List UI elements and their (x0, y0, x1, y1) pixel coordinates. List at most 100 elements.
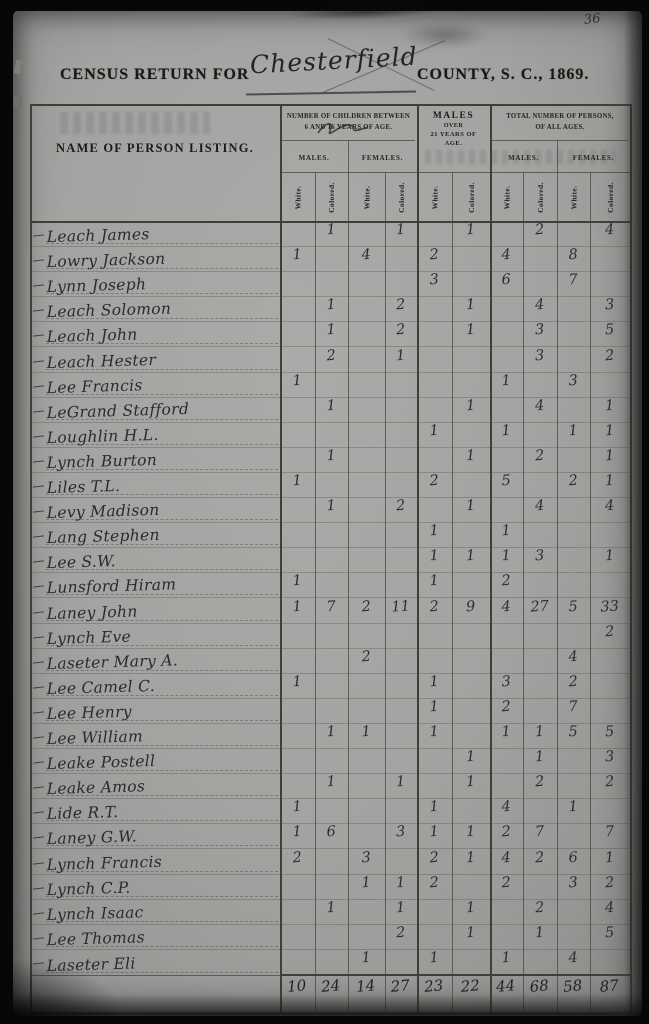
row-dash-icon (32, 962, 45, 965)
person-name: Lynch Francis (46, 852, 163, 874)
grid-vline (557, 140, 558, 1014)
person-name: Lee S.W. (46, 552, 117, 573)
cell-value: 4 (534, 497, 545, 515)
cell-value: 1 (292, 598, 303, 615)
row-dash-icon (32, 711, 45, 714)
person-name: Levy Madison (46, 501, 160, 523)
table-row: Levy Madison 1 2 1 4 4 (30, 497, 630, 524)
race-header-label: Colored. (327, 181, 336, 213)
cell-value: 3 (534, 322, 545, 339)
cell-value: 2 (361, 598, 372, 615)
table-row: Leach James 1 1 1 2 4 (30, 221, 630, 248)
person-name: Lynch Eve (46, 627, 132, 648)
cell-value: 1 (429, 799, 440, 816)
table-row: Leach Hester 2 1 3 2 (30, 347, 630, 373)
cell-value: 4 (568, 949, 579, 967)
cell-value: 7 (568, 271, 579, 289)
cell-value: 1 (429, 522, 440, 540)
row-dash-icon (32, 510, 45, 514)
cell-value: 7 (568, 698, 579, 716)
cell-value: 1 (465, 297, 476, 314)
males21-line2: OVER (443, 123, 464, 129)
grid-hline (280, 172, 630, 173)
cell-value: 2 (429, 874, 440, 891)
cell-value: 9 (465, 598, 476, 615)
cell-value: 1 (501, 522, 512, 540)
dotted-leader (46, 268, 278, 270)
column-header-name: NAME OF PERSON LISTING. (56, 140, 254, 155)
table-row: Lowry Jackson 1 4 2 4 8 (30, 246, 630, 273)
cell-value: 1 (501, 949, 512, 967)
cell-value: 1 (465, 221, 476, 239)
cell-value: 1 (501, 372, 512, 389)
person-name: Lynn Joseph (46, 275, 147, 297)
children-group-line1: NUMBER OF CHILDREN BETWEEN (286, 113, 411, 120)
cell-value: 2 (429, 849, 440, 866)
person-name: Lee Francis (46, 376, 143, 397)
total-value: 14 (355, 976, 376, 996)
column-group-males-over-21: MALES OVER 21 YEARS OF AGE. (419, 111, 488, 147)
grid-vline (280, 104, 282, 1014)
person-name: Lide R.T. (46, 803, 119, 824)
grid-vline (417, 104, 419, 1014)
cell-value: 11 (390, 597, 411, 616)
table-row: Leake Postell 1 1 3 (30, 748, 630, 775)
cell-value: 7 (534, 824, 545, 841)
dotted-leader (46, 343, 278, 345)
children-group-line2: 6 AND 16 YEARS OF AGE. (304, 123, 393, 131)
cell-value: 3 (501, 673, 512, 691)
cell-value: 4 (604, 497, 615, 515)
table-row: Lee Francis 1 1 3 (30, 372, 630, 398)
cell-value: 8 (568, 246, 579, 264)
cell-value: 3 (568, 874, 579, 891)
row-dash-icon (32, 610, 45, 614)
cell-value: 1 (292, 799, 303, 816)
cell-value: 1 (501, 548, 512, 565)
total-value: 87 (598, 976, 620, 996)
grid-hline (30, 104, 630, 107)
cell-value: 7 (604, 824, 615, 841)
table-row: Lynch C.P. 1 1 2 2 3 2 (30, 874, 630, 900)
dotted-leader (46, 644, 278, 646)
cell-value: 1 (604, 422, 615, 440)
cell-value: 1 (326, 221, 337, 239)
row-dash-icon (32, 636, 45, 639)
cell-value: 4 (534, 297, 545, 314)
census-title-prefix: CENSUS RETURN FOR (60, 66, 250, 83)
cell-value: 2 (501, 573, 512, 590)
cell-value: 1 (568, 799, 579, 816)
total-value: 27 (389, 976, 411, 996)
cell-value: 1 (292, 246, 303, 264)
cell-value: 3 (534, 347, 545, 364)
dotted-leader (46, 619, 278, 621)
cell-value: 1 (465, 322, 476, 339)
cell-value: 1 (465, 548, 476, 565)
cell-value: 2 (429, 472, 440, 490)
table-row: Leach Solomon 1 2 1 4 3 (30, 297, 630, 323)
cell-value: 2 (501, 698, 512, 716)
cell-value: 2 (568, 472, 579, 490)
person-name: Lang Stephen (46, 526, 161, 548)
cell-value: 4 (501, 598, 512, 615)
cell-value: 1 (465, 924, 476, 942)
row-dash-icon (32, 761, 45, 765)
cell-value: 1 (429, 824, 440, 841)
cell-value: 5 (501, 472, 512, 490)
race-header-cell: White. (280, 174, 315, 220)
row-dash-icon (32, 861, 45, 865)
cell-value: 4 (568, 648, 579, 666)
cell-value: 1 (429, 673, 440, 691)
total-value: 44 (495, 976, 516, 996)
person-name: Loughlin H.L. (46, 425, 159, 447)
cell-value: 1 (604, 548, 615, 565)
total-value: 22 (459, 976, 481, 996)
cell-value: 33 (599, 597, 620, 616)
grid-vline (590, 172, 591, 1014)
row-dash-icon (32, 686, 45, 689)
ink-ghost (425, 150, 615, 164)
table-row: Lee Henry 1 2 7 (30, 699, 630, 724)
cell-value: 3 (604, 748, 615, 766)
person-name: Lowry Jackson (46, 249, 166, 272)
males21-line3: 21 YEARS OF (430, 131, 477, 138)
cell-value: 1 (326, 723, 337, 741)
